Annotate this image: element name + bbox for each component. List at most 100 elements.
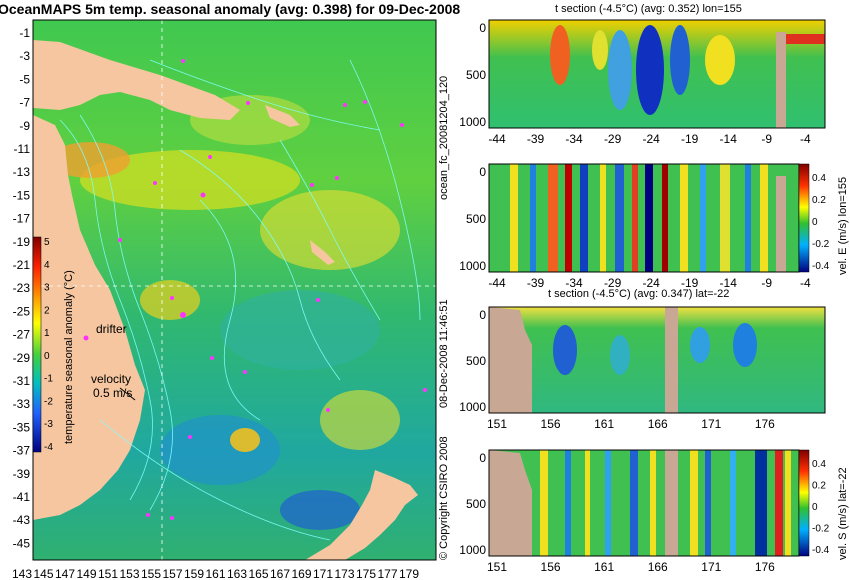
velocity-colorbar-tick: 0 — [812, 502, 818, 513]
panel-4-x-tick: 161 — [594, 560, 614, 574]
panel-4-depth-tick: 500 — [466, 497, 486, 511]
panel-3-depth-tick: 0 — [479, 308, 486, 322]
longitude-tick-label: 145 — [33, 567, 53, 580]
drifter-legend-marker — [84, 336, 89, 341]
velocity-colorbar-tick: 0.4 — [812, 459, 826, 470]
longitude-tick-label: 153 — [119, 567, 139, 580]
panel-2-x-tick: -29 — [604, 276, 622, 290]
latitude-tick-label: -11 — [14, 142, 31, 156]
latitude-tick-label: -3 — [19, 49, 30, 63]
panel-1-x-tick: -24 — [642, 132, 660, 146]
temperature-colorbar-tick: 2 — [44, 305, 50, 316]
temperature-colorbar-tick: 5 — [44, 237, 50, 248]
panel-3-x-tick: 166 — [648, 417, 668, 431]
temperature-colorbar-tick: 3 — [44, 283, 50, 294]
latitude-tick-label: -33 — [13, 397, 31, 411]
latitude-tick-label: -35 — [13, 420, 31, 434]
latitude-tick-label: -1 — [19, 26, 30, 40]
longitude-tick-label: 159 — [184, 567, 204, 580]
temperature-colorbar-tick: -4 — [44, 442, 53, 453]
panel-2-x-tick: -14 — [720, 276, 738, 290]
velocity-colorbar-tick: 0.2 — [812, 481, 826, 492]
longitude-tick-label: 169 — [291, 567, 311, 580]
longitude-tick-label: 177 — [377, 567, 397, 580]
panel-3-x-tick: 176 — [755, 417, 775, 431]
timestamp-text: 08-Dec-2008 11:46:51 — [438, 299, 450, 408]
panel-2-x-tick: -39 — [527, 276, 545, 290]
longitude-tick-label: 155 — [141, 567, 161, 580]
panel-2-x-tick: -24 — [642, 276, 660, 290]
panel-4-x-tick: 151 — [487, 560, 507, 574]
longitude-tick-label: 151 — [98, 567, 118, 580]
temperature-colorbar-tick: 4 — [44, 260, 50, 271]
velocity-E-colorbar-ticks: 0.40.20-0.2-0.4 — [812, 173, 830, 272]
latitude-tick-label: -21 — [13, 258, 31, 272]
velocity-legend-label: velocity — [91, 372, 131, 386]
latitude-tick-label: -9 — [19, 119, 30, 133]
latitude-tick-label: -29 — [13, 351, 31, 365]
panel-1-depth-tick: 500 — [466, 68, 486, 82]
latitude-tick-label: -7 — [19, 96, 30, 110]
latitude-tick-label: -5 — [19, 72, 30, 86]
panel-2-depth-tick: 0 — [479, 165, 486, 179]
velocity-colorbar-tick: 0.2 — [812, 195, 826, 206]
panel-3-x-tick: 171 — [701, 417, 721, 431]
velocity-colorbar-tick: -0.2 — [812, 239, 830, 250]
panel-1-x-tick: -39 — [527, 132, 545, 146]
temperature-colorbar-tick: -3 — [44, 419, 53, 430]
section-panel-velS-lat-22: 0.4 0.2 0 -0.2 -0.4 vel. S (m/s) lat=-22 — [489, 450, 849, 560]
panel-4-x-tick: 176 — [755, 560, 775, 574]
longitude-tick-label: 171 — [313, 567, 333, 580]
latitude-tick-label: -19 — [13, 235, 31, 249]
latitude-tick-label: -41 — [13, 490, 31, 504]
latitude-tick-label: -27 — [13, 328, 31, 342]
temperature-colorbar-tick: 0 — [44, 351, 50, 362]
velocity-colorbar-tick: -0.4 — [812, 545, 830, 556]
panel-2-depth-tick: 1000 — [459, 259, 486, 273]
panel-1-x-tick: -19 — [681, 132, 699, 146]
latitude-tick-label: -17 — [13, 212, 31, 226]
velocity-colorbar-tick: 0 — [812, 217, 818, 228]
section-panel-temp-lon155: t section (-4.5°C) (avg: 0.352) lon=155 — [489, 3, 825, 128]
latitude-tick-label: -23 — [13, 281, 31, 295]
panel-4-x-tick: 156 — [541, 560, 561, 574]
latitude-tick-label: -39 — [13, 467, 31, 481]
panel-1-depth-tick: 1000 — [459, 115, 486, 129]
longitude-tick-label: 179 — [399, 567, 419, 580]
longitude-tick-label: 161 — [205, 567, 225, 580]
longitude-tick-label: 147 — [55, 567, 75, 580]
panel-1-x-tick: -4 — [800, 132, 811, 146]
velocity-E-colorbar-label: vel. E (m/s) lon=155 — [837, 177, 849, 275]
panel-3-x-tick: 151 — [487, 417, 507, 431]
temperature-colorbar-tick: -1 — [44, 374, 53, 385]
panel-2-depth-tick: 500 — [466, 212, 486, 226]
panel-2-x-tick: -44 — [488, 276, 506, 290]
velocity-colorbar-tick: 0.4 — [812, 173, 826, 184]
panel-4-depth-tick: 0 — [479, 451, 486, 465]
longitude-tick-label: 157 — [162, 567, 182, 580]
panel-1-depth-tick: 0 — [479, 21, 486, 35]
drifter-legend-label: drifter — [96, 322, 127, 336]
temperature-colorbar-tick: -2 — [44, 396, 53, 407]
longitude-tick-label: 165 — [248, 567, 268, 580]
latitude-tick-label: -45 — [13, 536, 31, 550]
panel-2-x-tick: -4 — [800, 276, 811, 290]
copyright-text: © Copyright CSIRO 2008 — [438, 436, 450, 560]
panel-1-x-tick: -9 — [761, 132, 772, 146]
panel-2-x-tick: -9 — [761, 276, 772, 290]
longitude-tick-label: 163 — [227, 567, 247, 580]
panel-4-x-tick: 171 — [701, 560, 721, 574]
panel-1-x-tick: -14 — [720, 132, 738, 146]
panel-3-x-tick: 161 — [594, 417, 614, 431]
panel-2-x-tick: -34 — [565, 276, 583, 290]
panel-1-x-tick: -29 — [604, 132, 622, 146]
run-id-text: ocean_fc_20081204_120 — [438, 76, 450, 200]
panel-4-depth-tick: 1000 — [459, 543, 486, 557]
latitude-tick-labels: -1 -3 -5 -7 -9 -11 -13 -15 -17 -19 -21 -23 -25 -27 -29… — [13, 26, 31, 550]
latitude-tick-label: -43 — [13, 513, 31, 527]
latitude-tick-label: -15 — [13, 188, 31, 202]
longitude-tick-label: 173 — [334, 567, 354, 580]
velocity-S-colorbar-label: vel. S (m/s) lat=-22 — [837, 467, 849, 560]
latitude-tick-label: -31 — [13, 374, 31, 388]
